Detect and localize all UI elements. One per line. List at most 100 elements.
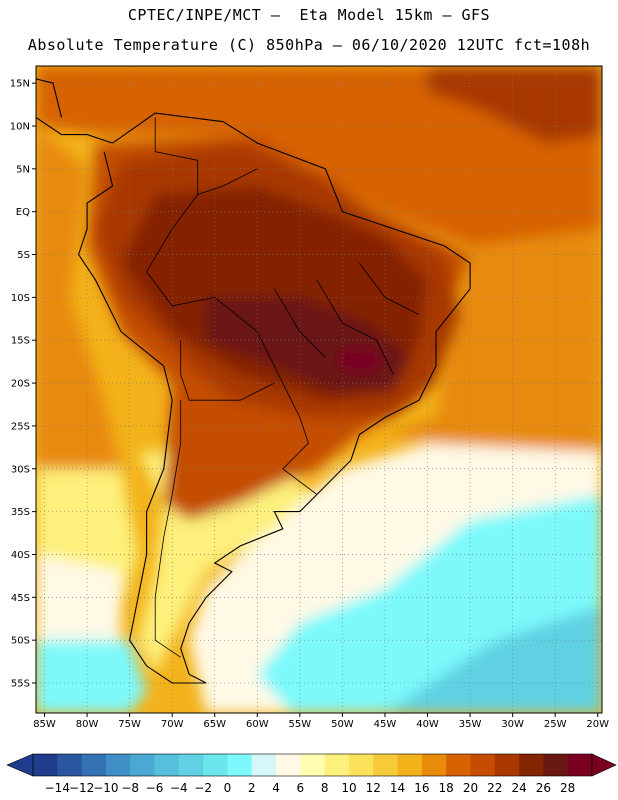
- temp-zone-south-pacific-cold: [36, 640, 147, 713]
- lat-tick-label: EQ: [16, 207, 30, 218]
- colorbar-over-arrow: [591, 753, 617, 777]
- plot-frame: [35, 65, 603, 714]
- lon-tick-label: 45W: [374, 719, 397, 730]
- colorbar-swatch: [276, 754, 301, 776]
- colorbar-swatch: [421, 754, 447, 776]
- lon-tick-label: 30W: [501, 719, 524, 730]
- colorbar-swatch: [81, 754, 107, 776]
- lon-tick-label: 50W: [331, 719, 354, 730]
- temperature-field: [36, 66, 602, 713]
- colorbar-swatch: [57, 754, 83, 776]
- colorbar-swatch: [324, 754, 350, 776]
- lat-tick-label: 55S: [11, 679, 30, 690]
- colorbar-swatch: [154, 754, 180, 776]
- boundary-brazil-states-1: [316, 279, 394, 375]
- lon-tick-label: 55W: [289, 719, 312, 730]
- temp-zone-core-extreme: [333, 348, 385, 375]
- colorbar-label: 22: [487, 781, 502, 795]
- chart-title-variable: Absolute Temperature (C) 850hPa – 06/10/…: [27, 36, 591, 54]
- colorbar-label: −14: [45, 781, 70, 795]
- temp-zone-south-pacific-cool: [36, 554, 122, 641]
- lon-tick-label: 25W: [544, 719, 567, 730]
- lon-tick-label: 60W: [246, 719, 269, 730]
- coastline-central-america: [36, 116, 113, 144]
- temp-zone-caribbean-hot: [427, 66, 602, 144]
- colorbar-swatch: [348, 754, 374, 776]
- coastline-south-america: [77, 112, 471, 684]
- colorbar-label: 12: [366, 781, 381, 795]
- colorbar-label: 0: [224, 781, 232, 795]
- lat-tick-label: 10S: [11, 293, 30, 304]
- lat-tick-label: 5S: [17, 250, 30, 261]
- colorbar-swatch: [397, 754, 423, 776]
- colorbar-swatch: [178, 754, 204, 776]
- lon-tick-label: 20W: [586, 719, 609, 730]
- boundary-colombia-venezuela: [154, 117, 199, 195]
- colorbar-label: −6: [146, 781, 164, 795]
- coastlines: [36, 78, 471, 684]
- temp-zone-south-atlantic-colder: [385, 605, 602, 713]
- colorbar-swatch: [519, 754, 544, 776]
- temp-zone-ocean-north-warm: [36, 66, 602, 246]
- latitude-axis: 15N 10N 5N EQ 5S 10S 15S 20S 25S 30S 35S 40S 45S 50S 5…: [10, 79, 36, 690]
- boundary-peru-bolivia: [180, 340, 275, 401]
- colorbar-swatch: [567, 754, 593, 776]
- colorbar-label: 2: [248, 781, 256, 795]
- colorbar-swatch: [300, 754, 326, 776]
- lat-tick-label: 10N: [10, 121, 30, 132]
- colorbar-swatch: [251, 754, 277, 776]
- lon-tick-label: 80W: [76, 719, 99, 730]
- lat-tick-label: 45S: [11, 593, 30, 604]
- colorbar-swatch: [33, 754, 58, 776]
- colorbar-swatch: [227, 754, 253, 776]
- lat-tick-label: 40S: [11, 550, 30, 561]
- lon-tick-label: 85W: [33, 719, 56, 730]
- colorbar-label: −2: [194, 781, 212, 795]
- longitude-axis: 85W 80W 75W 70W 65W 60W 55W 50W 45W 40W 35W 30W 25W 2…: [33, 713, 609, 730]
- colorbar-label: −4: [170, 781, 188, 795]
- boundary-brazil-states-2: [273, 288, 326, 358]
- country-boundaries: [146, 117, 420, 658]
- colorbar-label: 4: [272, 781, 280, 795]
- lat-tick-label: 20S: [11, 379, 30, 390]
- colorbar-label: −8: [121, 781, 139, 795]
- colorbar-label: 10: [341, 781, 356, 795]
- lat-tick-label: 30S: [11, 464, 30, 475]
- colorbar-label: −10: [93, 781, 118, 795]
- lat-tick-label: 50S: [11, 636, 30, 647]
- lon-tick-label: 75W: [118, 719, 141, 730]
- colorbar-label: 28: [560, 781, 575, 795]
- colorbar-swatch: [105, 754, 131, 776]
- colorbar-label: 16: [414, 781, 429, 795]
- lon-tick-label: 65W: [203, 719, 226, 730]
- lat-tick-label: 15N: [10, 79, 30, 90]
- colorbar-label: −12: [69, 781, 94, 795]
- lon-tick-label: 40W: [416, 719, 439, 730]
- colorbar-swatch: [203, 754, 228, 776]
- boundary-argentina-chile: [154, 400, 182, 658]
- colorbar-label: 26: [536, 781, 551, 795]
- lat-tick-label: 15S: [11, 336, 30, 347]
- temp-zone-pacific-subtropical: [36, 126, 122, 469]
- colorbar-swatch: [446, 754, 471, 776]
- colorbar: −14−12−10 −8 −6 −4 −2 0 2 4 6 8 10 12 14 16 18 20 22 24 26…: [6, 753, 617, 795]
- coastline-caribbean-coast: [36, 78, 63, 118]
- colorbar-swatch: [494, 754, 520, 776]
- colorbar-label: 18: [439, 781, 454, 795]
- temp-zone-atlantic-subtropical: [385, 228, 602, 469]
- colorbar-label: 20: [463, 781, 478, 795]
- boundary-brazil-states-3: [359, 262, 420, 315]
- colorbar-label: 8: [321, 781, 329, 795]
- colorbar-swatch: [543, 754, 569, 776]
- lat-tick-label: 25S: [11, 421, 30, 432]
- lon-tick-label: 70W: [161, 719, 184, 730]
- chart-title-model: CPTEC/INPE/MCT – Eta Model 15km – GFS: [127, 6, 491, 24]
- colorbar-under-arrow: [6, 753, 34, 777]
- colorbar-label: 24: [511, 781, 526, 795]
- colorbar-swatch: [373, 754, 398, 776]
- colorbar-swatch: [470, 754, 496, 776]
- lat-tick-label: 35S: [11, 507, 30, 518]
- plot-area: [35, 65, 603, 714]
- colorbar-label: 6: [297, 781, 305, 795]
